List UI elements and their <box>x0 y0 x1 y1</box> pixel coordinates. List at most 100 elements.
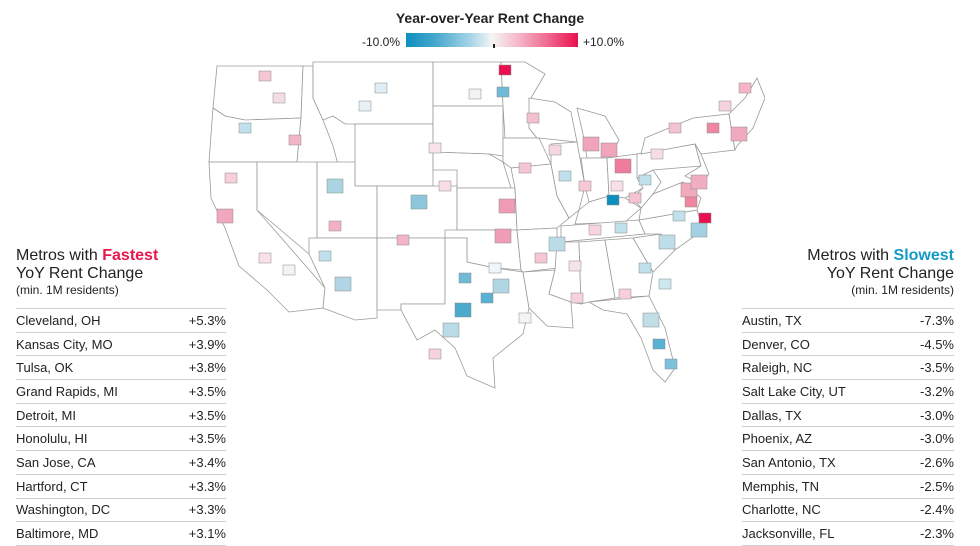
metro-region-austin <box>454 302 472 318</box>
metro-region <box>684 196 698 208</box>
metro-region-salt-lake-city <box>326 178 344 194</box>
fastest-subtitle: (min. 1M residents) <box>16 283 119 297</box>
metro-region <box>282 264 296 276</box>
metro-region <box>558 170 572 182</box>
metro-value: +3.5% <box>188 383 226 399</box>
metro-region <box>318 250 332 262</box>
metro-region <box>718 100 732 112</box>
legend-min-label: -10.0% <box>362 35 401 49</box>
fastest-title-line2: YoY Rent Change <box>16 265 144 282</box>
metro-region-san-jose <box>216 208 234 224</box>
metro-region <box>258 252 272 264</box>
metro-region <box>738 82 752 94</box>
slowest-table: Austin, TX -7.3% Denver, CO -4.5% Raleigh,… <box>742 308 954 546</box>
metro-region <box>428 142 442 154</box>
metro-region <box>272 92 286 104</box>
metro-region <box>496 86 510 98</box>
metro-region <box>328 220 342 232</box>
table-row: Austin, TX -7.3% <box>742 308 954 333</box>
table-row: Memphis, TN -2.5% <box>742 475 954 499</box>
state-georgia <box>604 237 654 299</box>
metro-name: Cleveland, OH <box>16 312 101 328</box>
metro-region-jacksonville <box>642 312 660 328</box>
metro-region-dallas <box>492 278 510 294</box>
table-row: Raleigh, NC -3.5% <box>742 356 954 381</box>
state-wisconsin <box>528 97 578 143</box>
slowest-title: Metros with Slowest <box>742 247 954 265</box>
metro-name: Dallas, TX <box>742 407 802 423</box>
metro-region-phoenix <box>334 276 352 292</box>
metro-region-san-antonio <box>442 322 460 338</box>
metro-region <box>706 122 720 134</box>
state-washington <box>212 65 304 121</box>
metro-value: -3.2% <box>920 383 954 399</box>
metro-name: Charlotte, NC <box>742 502 821 518</box>
metro-region-detroit <box>600 142 618 158</box>
table-row: San Antonio, TX -2.6% <box>742 451 954 475</box>
metro-region <box>650 148 664 160</box>
metro-region <box>664 358 678 370</box>
fastest-title-accent: Fastest <box>102 247 159 264</box>
table-row: Baltimore, MD +3.1% <box>16 522 226 546</box>
table-row: San Jose, CA +3.4% <box>16 451 226 475</box>
metro-value: -2.6% <box>920 454 954 470</box>
slowest-panel: Metros with Slowest YoY Rent Change (min… <box>742 247 954 546</box>
metro-name: Tulsa, OK <box>16 360 74 376</box>
metro-name: Memphis, TN <box>742 478 820 494</box>
metro-region <box>658 278 672 290</box>
table-row: Cleveland, OH +5.3% <box>16 308 226 333</box>
state-montana <box>312 61 434 125</box>
metro-name: San Antonio, TX <box>742 454 836 470</box>
metro-name: Kansas City, MO <box>16 336 113 352</box>
slowest-title-prefix: Metros with <box>807 247 894 264</box>
table-row: Phoenix, AZ -3.0% <box>742 427 954 452</box>
table-row: Charlotte, NC -2.4% <box>742 499 954 523</box>
metro-region <box>618 288 632 300</box>
metro-region <box>238 122 252 134</box>
table-row: Salt Lake City, UT -3.2% <box>742 380 954 404</box>
metro-region <box>610 180 624 192</box>
metro-region-tulsa <box>494 228 512 244</box>
metro-value: +3.9% <box>188 336 226 352</box>
slowest-title-line2: YoY Rent Change <box>826 265 954 282</box>
metro-name: Raleigh, NC <box>742 360 813 376</box>
metro-value: -3.5% <box>920 360 954 376</box>
table-row: Hartford, CT +3.3% <box>16 475 226 499</box>
metro-region <box>672 210 686 222</box>
metro-region-grand-rapids <box>582 136 600 152</box>
metro-value: +3.3% <box>188 502 226 518</box>
metro-value: +3.8% <box>188 360 226 376</box>
metro-region <box>488 262 502 274</box>
metro-region <box>698 212 712 224</box>
metro-value: +3.4% <box>188 454 226 470</box>
fastest-panel: Metros with Fastest YoY Rent Change (min… <box>16 247 226 546</box>
metro-name: Phoenix, AZ <box>742 431 813 447</box>
metro-region <box>638 174 652 186</box>
metro-value: -3.0% <box>920 407 954 423</box>
metro-region <box>668 122 682 134</box>
metro-value: -2.4% <box>920 502 954 518</box>
fastest-title-prefix: Metros with <box>16 247 103 264</box>
fastest-table: Cleveland, OH +5.3% Kansas City, MO +3.9% … <box>16 308 226 546</box>
slowest-title-accent: Slowest <box>893 247 954 264</box>
table-row: Detroit, MI +3.5% <box>16 404 226 428</box>
table-row: Grand Rapids, MI +3.5% <box>16 380 226 404</box>
table-row: Kansas City, MO +3.9% <box>16 333 226 357</box>
metro-region-kansas-city <box>498 198 516 214</box>
metro-region <box>570 292 584 304</box>
legend-color-bar <box>406 33 578 47</box>
metro-region <box>438 180 452 192</box>
metro-name: Austin, TX <box>742 312 802 328</box>
metro-name: Honolulu, HI <box>16 431 88 447</box>
metro-region <box>428 348 442 360</box>
metro-region <box>578 180 592 192</box>
metro-region <box>396 234 410 246</box>
state-north-dakota <box>432 61 504 107</box>
metro-region <box>358 100 372 112</box>
metro-region <box>468 88 482 100</box>
state-indiana <box>580 157 610 203</box>
us-rent-change-map <box>208 61 765 389</box>
metro-value: +3.5% <box>188 407 226 423</box>
legend-max-label: +10.0% <box>583 35 625 49</box>
metro-name: Hartford, CT <box>16 478 88 494</box>
